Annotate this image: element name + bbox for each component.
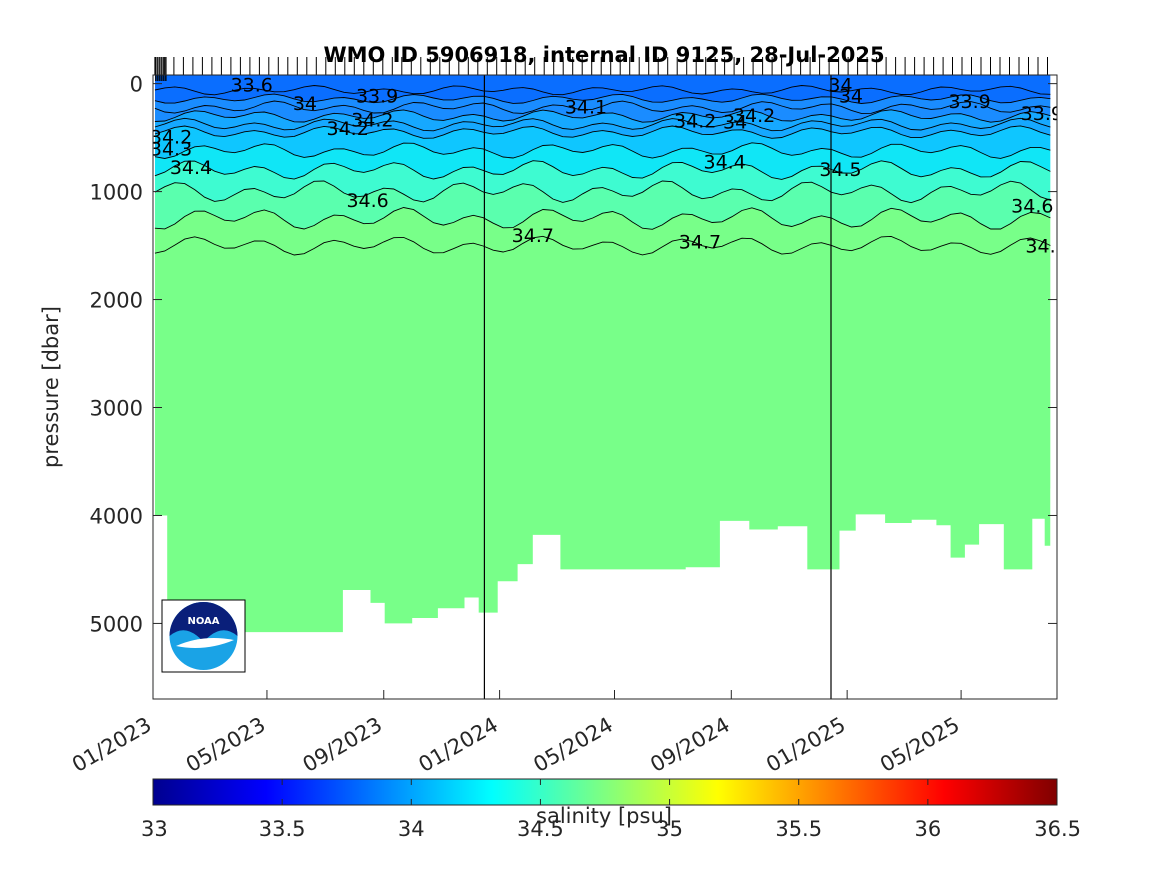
x-axis: 01/2023 05/2023 09/2023 01/2024 05/2024 09/20… <box>68 690 964 777</box>
noaa-logo: NOAA <box>161 599 246 673</box>
x-tick-label-5: 09/2024 <box>646 713 734 777</box>
salinity-band-1 <box>154 94 1051 123</box>
contour-label-3: 34.2 <box>351 109 393 131</box>
plot-frame <box>152 74 1058 700</box>
x-tick-label-6: 01/2025 <box>762 713 850 777</box>
contour-label-19: 34.6 <box>1011 196 1053 218</box>
contour-line-0 <box>154 93 1051 104</box>
salinity-band-0 <box>154 75 1051 104</box>
x-tick-label-2: 09/2023 <box>299 713 387 777</box>
contour-line-5 <box>154 180 1051 204</box>
contour-label-14: 34.3 <box>150 138 192 160</box>
contour-label-21: 34.7 <box>679 231 721 253</box>
colorbar-ticks: 33 33.5 34 34.5 35 35.5 36 36.5 <box>141 779 1081 841</box>
year-boundary-lines <box>483 75 832 699</box>
contour-label-8: 34 <box>723 111 747 133</box>
colorbar-tick-label-7: 36.5 <box>1034 817 1081 841</box>
contour-label-9: 34 <box>828 75 852 97</box>
y-tick-label-0: 0 <box>130 73 143 97</box>
colorbar-gradient <box>152 778 1058 806</box>
colorbar-tick-label-3: 34.5 <box>517 817 564 841</box>
chart-title: WMO ID 5906918, internal ID 9125, 28-Jul… <box>323 43 884 67</box>
contour-line-10 <box>154 235 1051 256</box>
colorbar-tick-label-5: 35.5 <box>775 817 822 841</box>
y-axis-label: pressure [dbar] <box>39 306 63 468</box>
y-tick-label-3: 3000 <box>90 397 143 421</box>
salinity-band-2 <box>154 109 1051 139</box>
x-tick-label-0: 01/2023 <box>68 713 156 777</box>
colorbar-tick-label-6: 36 <box>914 817 941 841</box>
contour-label-12: 33.9 <box>1021 103 1063 125</box>
contour-label-17: 34.5 <box>819 159 861 181</box>
contour-line-7 <box>154 85 1051 96</box>
contour-label-4: 34.2 <box>327 118 369 140</box>
colorbar-tick-label-4: 35 <box>656 817 683 841</box>
contour-label-0: 33.6 <box>231 75 273 97</box>
y-axis: 0 1000 2000 3000 4000 5000 <box>90 73 1057 636</box>
contour-label-6: 34.2 <box>674 110 716 132</box>
colorbar-label: salinity [psu] <box>536 804 672 828</box>
x-tick-label-7: 05/2025 <box>876 713 964 777</box>
contour-label-22: 34.7 <box>1025 236 1067 258</box>
contour-label-2: 34 <box>293 93 317 115</box>
x-tick-label-1: 05/2023 <box>182 713 270 777</box>
profile-tick-marks <box>154 57 1048 81</box>
colorbar-tick-label-0: 33 <box>141 817 168 841</box>
contour-line-9 <box>154 117 1051 132</box>
y-tick-label-5: 5000 <box>90 612 143 636</box>
y-tick-label-2: 2000 <box>90 289 143 313</box>
salinity-band-6 <box>154 181 1051 230</box>
colorbar-tick-label-2: 34 <box>398 817 425 841</box>
colorbar-tick-label-1: 33.5 <box>259 817 306 841</box>
contour-label-5: 34.1 <box>565 96 607 118</box>
contour-label-20: 34.7 <box>512 225 554 247</box>
salinity-band-5 <box>154 160 1051 203</box>
x-tick-label-3: 01/2024 <box>415 713 503 777</box>
no-data-right <box>1050 75 1057 699</box>
x-tick-label-4: 05/2024 <box>529 713 617 777</box>
salinity-band-3 <box>154 125 1051 159</box>
noaa-logo-text: NOAA <box>187 616 219 627</box>
y-tick-label-1: 1000 <box>90 181 143 205</box>
contour-label-7: 34.2 <box>733 105 775 127</box>
salinity-band-4 <box>154 142 1051 180</box>
contour-lines <box>154 85 1051 256</box>
contour-label-15: 34.4 <box>170 157 212 179</box>
contour-label-11: 33.9 <box>948 91 990 113</box>
contour-label-16: 34.4 <box>703 151 745 173</box>
contour-line-8 <box>154 100 1051 114</box>
contour-line-4 <box>154 160 1051 180</box>
contour-label-10: 34 <box>839 86 863 108</box>
contour-line-2 <box>154 125 1051 139</box>
contour-label-1: 33.9 <box>356 86 398 108</box>
contour-line-1 <box>154 109 1051 123</box>
contour-line-3 <box>154 142 1051 159</box>
contour-line-6 <box>154 207 1051 230</box>
no-data-left <box>153 75 155 699</box>
contour-label-18: 34.6 <box>346 190 388 212</box>
y-tick-label-4: 4000 <box>90 504 143 528</box>
colorbar: 33 33.5 34 34.5 35 35.5 36 36.5 salinity [psu] <box>141 778 1081 841</box>
contour-label-13: 34.2 <box>150 127 192 149</box>
